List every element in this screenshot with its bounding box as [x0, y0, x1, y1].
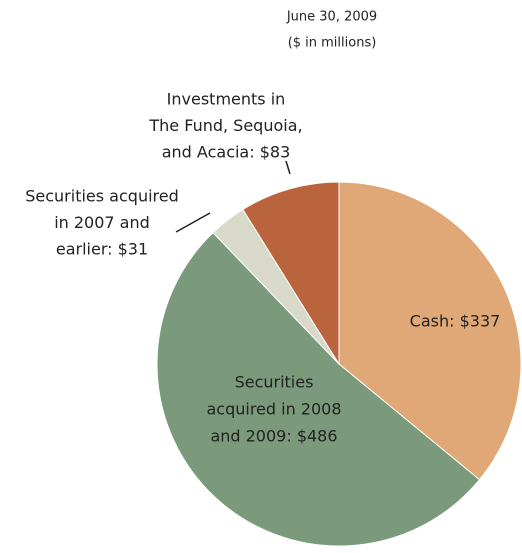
- slice-label: Securities: [235, 373, 314, 392]
- slice-label: Investments in: [167, 90, 286, 109]
- slice-label: Cash: $337: [410, 312, 501, 331]
- slice-label: and 2009: $486: [210, 427, 337, 446]
- pie-slice: [156, 231, 481, 547]
- slice-label: in 2007 and: [54, 213, 150, 232]
- pie-slice: [338, 181, 522, 481]
- leader-line: [285, 160, 291, 175]
- chart-subtitle: ($ in millions): [288, 36, 377, 51]
- leader-line: [175, 212, 211, 233]
- slice-label: acquired in 2008: [206, 400, 341, 419]
- slice-label: The Fund, Sequoia,: [148, 116, 302, 135]
- slice-label: Securities acquired: [25, 187, 179, 206]
- pie-slice: [242, 181, 340, 366]
- chart-title: June 30, 2009: [286, 10, 377, 25]
- slice-label: and Acacia: $83: [162, 143, 291, 162]
- slice-label: earlier: $31: [56, 240, 148, 259]
